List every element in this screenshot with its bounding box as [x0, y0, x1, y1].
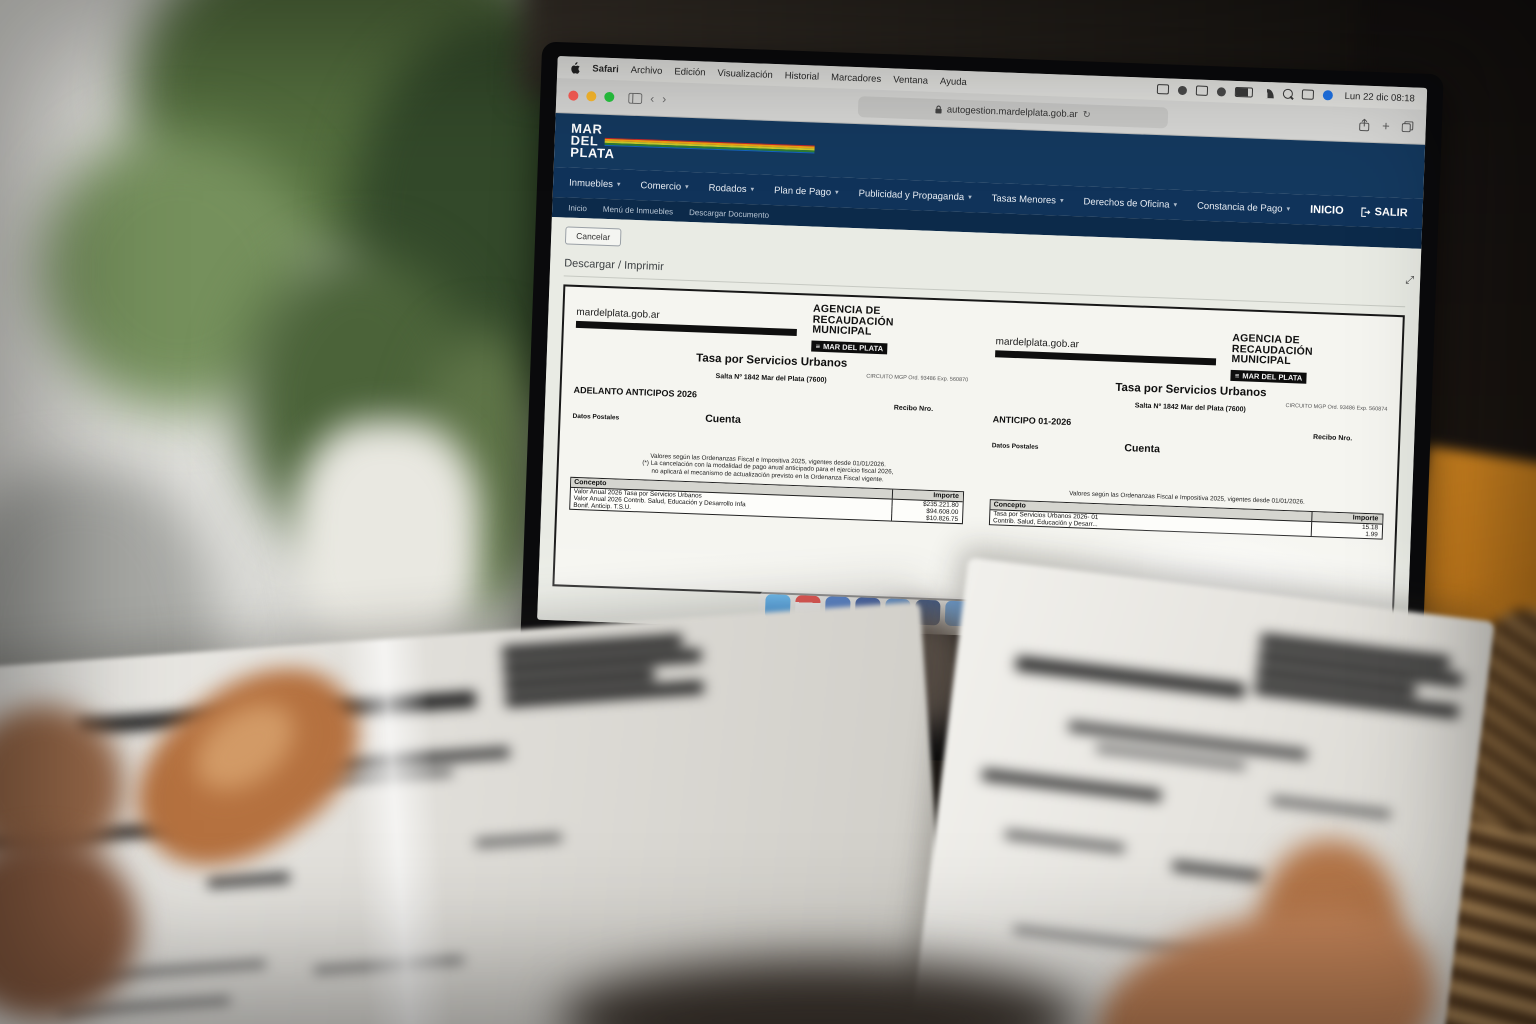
- breadcrumb-menu-inmuebles[interactable]: Menú de Inmuebles: [602, 204, 674, 216]
- wifi-icon[interactable]: [1261, 88, 1274, 98]
- nav-inmuebles[interactable]: Inmuebles ▾: [568, 177, 621, 190]
- breadcrumb-inicio[interactable]: Inicio: [568, 203, 588, 213]
- agency-block: AGENCIA DE RECAUDACIÓN MUNICIPAL ≡ MAR DE…: [1230, 331, 1314, 384]
- minimize-window-button[interactable]: [586, 91, 597, 102]
- agency-brand-badge: ≡ MAR DEL PLATA: [811, 340, 888, 354]
- breadcrumb-descargar: Descargar Documento: [688, 207, 770, 220]
- sidebar-icon[interactable]: [628, 92, 643, 104]
- close-window-button[interactable]: [568, 90, 579, 101]
- expand-icon[interactable]: ⤢: [1405, 274, 1415, 287]
- zoom-window-button[interactable]: [604, 91, 615, 103]
- forward-button[interactable]: ›: [662, 91, 667, 107]
- stage-manager-icon[interactable]: [1195, 85, 1208, 96]
- receipt-period: ANTICIPO 01-2026: [992, 413, 1072, 427]
- cuenta-label: Cuenta: [1124, 441, 1161, 455]
- equals-icon: ≡: [1234, 370, 1240, 380]
- control-center-icon[interactable]: [1322, 90, 1333, 101]
- screen-mirroring-icon[interactable]: [1156, 84, 1169, 95]
- clock-icon[interactable]: [1216, 86, 1226, 97]
- session-links: INICIO SALIR: [1310, 204, 1408, 220]
- salir-link[interactable]: SALIR: [1359, 206, 1408, 219]
- chevron-down-icon: ▾: [968, 194, 972, 202]
- address-bar[interactable]: autogestion.mardelplata.gob.ar ↻: [857, 95, 1169, 128]
- chevron-down-icon: ▾: [750, 186, 755, 194]
- toolbar-right-icons: +: [1359, 117, 1414, 134]
- menu-visualizacion[interactable]: Visualización: [717, 67, 773, 81]
- agency-brand-badge: ≡ MAR DEL PLATA: [1230, 369, 1307, 384]
- receipt-subtitle: Salta Nº 1842 Mar del Plata (7600): [715, 372, 827, 384]
- new-tab-icon[interactable]: +: [1381, 117, 1391, 134]
- nav-derechos-oficina[interactable]: Derechos de Oficina ▾: [1083, 195, 1178, 211]
- menu-ventana[interactable]: Ventana: [892, 73, 929, 87]
- spotlight-icon[interactable]: [1282, 88, 1293, 99]
- chevron-down-icon: ▾: [834, 189, 839, 197]
- share-icon[interactable]: [1359, 118, 1370, 131]
- laptop: Safari Archivo Edición Visualización His…: [508, 41, 1444, 784]
- receipt-subtitle: Salta Nº 1842 Mar del Plata (7600): [1134, 401, 1246, 413]
- receipt-circuito: CIRCUITO MGP Ord. 93486 Exp. 560870: [866, 373, 969, 383]
- back-button[interactable]: ‹: [650, 91, 655, 106]
- nav-rodados[interactable]: Rodados ▾: [708, 182, 755, 195]
- menu-bar-clock[interactable]: Lun 22 dic 08:18: [1344, 90, 1416, 104]
- tab-overview-icon[interactable]: [1401, 120, 1414, 132]
- logout-icon: [1359, 206, 1371, 217]
- menu-safari[interactable]: Safari: [592, 62, 619, 75]
- menu-ayuda[interactable]: Ayuda: [939, 75, 967, 88]
- receipt-circuito: CIRCUITO MGP Ord. 93486 Exp. 560874: [1285, 402, 1388, 413]
- menu-historial[interactable]: Historial: [784, 69, 820, 83]
- cancel-button[interactable]: Cancelar: [564, 226, 622, 247]
- lock-icon: [935, 104, 942, 114]
- chevron-down-icon: ▾: [684, 183, 689, 191]
- recibo-label: Recibo Nro.: [1312, 433, 1353, 442]
- datos-postales-label: Datos Postales: [991, 441, 1039, 451]
- nav-plan-de-pago[interactable]: Plan de Pago ▾: [773, 184, 839, 198]
- equals-icon: ≡: [815, 341, 821, 351]
- apple-menu-icon[interactable]: [569, 61, 580, 74]
- menu-archivo[interactable]: Archivo: [630, 64, 663, 77]
- agency-block: AGENCIA DE RECAUDACIÓN MUNICIPAL ≡ MAR DE…: [811, 302, 894, 354]
- battery-icon[interactable]: [1234, 86, 1253, 98]
- recibo-label: Recibo Nro.: [893, 404, 934, 413]
- datos-postales-label: Datos Postales: [572, 412, 620, 422]
- mar-del-plata-logo[interactable]: MAR DEL PLATA: [570, 121, 815, 168]
- nav-publicidad[interactable]: Publicidad y Propaganda ▾: [858, 187, 972, 203]
- reload-icon[interactable]: ↻: [1082, 108, 1091, 121]
- macbook-screen: Safari Archivo Edición Visualización His…: [537, 56, 1428, 652]
- address-url: autogestion.mardelplata.gob.ar: [946, 103, 1078, 120]
- shortcuts-icon[interactable]: [1177, 85, 1187, 95]
- inicio-link[interactable]: INICIO: [1309, 203, 1344, 217]
- keyboard-input-icon[interactable]: [1301, 89, 1314, 100]
- nav-comercio[interactable]: Comercio ▾: [640, 179, 689, 193]
- cuenta-label: Cuenta: [704, 412, 742, 426]
- menu-marcadores[interactable]: Marcadores: [830, 71, 882, 85]
- nav-constancia-pago[interactable]: Constancia de Pago ▾: [1196, 200, 1291, 215]
- chevron-down-icon: ▾: [1059, 197, 1064, 205]
- chevron-down-icon: ▾: [1173, 201, 1178, 209]
- receipt-adelanto-anticipos: mardelplata.gob.ar AGENCIA DE RECAUDACIÓ…: [566, 295, 970, 599]
- chevron-down-icon: ▾: [1286, 205, 1291, 213]
- menu-bar-spacer: [979, 82, 1145, 88]
- menu-edicion[interactable]: Edición: [674, 65, 706, 78]
- chevron-down-icon: ▾: [616, 181, 621, 189]
- menu-bar-status-icons: [1156, 84, 1333, 101]
- laptop-bezel: Safari Archivo Edición Visualización His…: [520, 41, 1444, 681]
- nav-tasas-menores[interactable]: Tasas Menores ▾: [991, 192, 1064, 206]
- receipt-period: ADELANTO ANTICIPOS 2026: [573, 384, 698, 399]
- plant-pot-blur: [295, 420, 480, 650]
